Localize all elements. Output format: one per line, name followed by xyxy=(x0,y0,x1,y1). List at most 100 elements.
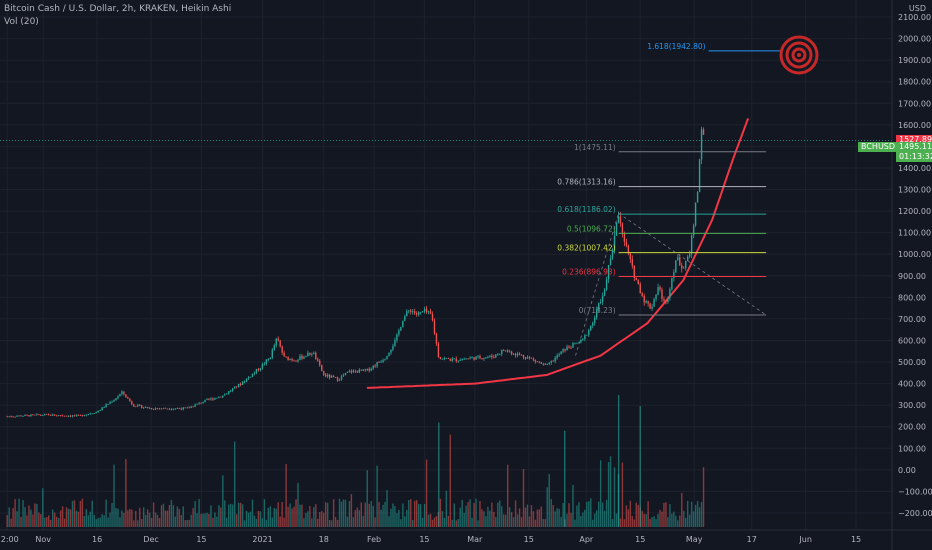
price-tick-label: 1600.00 xyxy=(898,121,931,130)
volume-bar xyxy=(586,501,588,527)
volume-bar xyxy=(366,470,368,527)
candle-body xyxy=(208,399,210,400)
volume-bar xyxy=(332,499,335,527)
candle-body xyxy=(408,310,410,312)
volume-bar xyxy=(344,499,347,527)
candle-body xyxy=(376,362,378,367)
volume-bar xyxy=(222,475,224,527)
volume-bar xyxy=(427,514,430,527)
candle-body xyxy=(287,356,289,361)
candle-body xyxy=(508,351,511,353)
volume-bar xyxy=(491,502,493,527)
volume-bar xyxy=(655,519,657,527)
time-axis[interactable]: 12:00 Nov 16 Dec 15 2021 18 Feb 15 Mar 15 Apr 15 May 1… xyxy=(0,529,932,544)
volume-bar xyxy=(590,498,592,527)
candle-body xyxy=(483,358,485,360)
candle-body xyxy=(293,360,295,362)
symbol-title[interactable]: Bitcoin Cash / U.S. Dollar, 2h, KRAKEN, … xyxy=(4,4,232,14)
volume-bar xyxy=(526,504,529,527)
volume-bar xyxy=(326,502,329,527)
volume-bar xyxy=(324,502,327,527)
time-tick-label: 18 xyxy=(319,535,329,544)
candle-body xyxy=(485,357,487,359)
candle-body xyxy=(439,357,442,360)
candle-body xyxy=(445,358,448,359)
volume-bar xyxy=(516,514,519,527)
volume-bar xyxy=(348,501,351,527)
volume-bar xyxy=(607,462,610,527)
candle-body xyxy=(48,414,50,416)
volume-bar xyxy=(688,514,691,527)
volume-bar xyxy=(479,501,481,527)
candle-body xyxy=(73,415,76,417)
candle-body xyxy=(601,295,604,302)
candle-body xyxy=(176,408,179,410)
candle-body xyxy=(512,354,515,355)
volume-bar xyxy=(562,502,564,527)
candle-body xyxy=(518,353,521,355)
candle-body xyxy=(690,235,693,254)
price-tick-label: −200.00 xyxy=(898,509,932,518)
volume-bar xyxy=(8,507,10,527)
candle-body xyxy=(348,370,351,372)
candle-body xyxy=(578,342,580,344)
fib-retracement[interactable]: 1.618(1942.80) 1(1475.11) 0.786(1313.16) 0.… xyxy=(557,42,781,356)
volume-bar xyxy=(380,509,382,527)
volume-bar xyxy=(615,513,618,527)
price-tick-label: 1700.00 xyxy=(898,99,931,108)
volume-bar xyxy=(127,510,129,527)
volume-bar xyxy=(694,504,697,527)
price-axis[interactable]: 2100.00 2000.00 1900.00 1800.00 1700.00 1600.… xyxy=(891,0,932,550)
volume-bar xyxy=(85,509,88,527)
candle-body xyxy=(384,359,386,361)
candle-body xyxy=(81,415,84,417)
candle-body xyxy=(253,372,256,374)
countdown-tag[interactable]: 01:13:32 xyxy=(896,152,932,163)
volume-bar xyxy=(34,503,36,527)
symbol-tag[interactable]: BCHUSD xyxy=(858,142,899,153)
candle-body xyxy=(295,360,297,362)
volume-indicator-label[interactable]: Vol (20) xyxy=(4,17,39,27)
candle-body xyxy=(311,354,313,355)
candle-body xyxy=(414,311,416,314)
volume-bar xyxy=(665,502,667,527)
candle-body xyxy=(22,416,24,417)
candle-body xyxy=(281,346,283,353)
fib-level-label: 1.618(1942.80) xyxy=(647,42,705,51)
fib-trend-line xyxy=(575,213,620,356)
candle-body xyxy=(473,357,475,360)
volume-bar xyxy=(319,511,321,527)
fib-level-label: 0.5(1096.72) xyxy=(567,224,616,233)
last-price-tag[interactable]: 1495.11 xyxy=(896,142,932,153)
candle-body xyxy=(441,358,444,360)
volume-bar xyxy=(404,516,406,527)
volume-bar xyxy=(459,507,461,527)
volume-bar xyxy=(390,508,392,527)
volume-bar xyxy=(392,503,394,527)
volume-bar xyxy=(287,506,289,527)
volume-bar xyxy=(358,510,361,527)
axis-currency[interactable]: USD xyxy=(908,4,926,13)
candle-body xyxy=(503,350,505,351)
candle-body xyxy=(463,358,465,360)
candle-body xyxy=(550,360,552,363)
volume-bar xyxy=(463,512,465,527)
alert-price-tag[interactable]: 1527.89 xyxy=(896,135,932,146)
candle-body xyxy=(326,374,329,377)
volume-bar xyxy=(368,503,370,527)
volume-bar xyxy=(281,502,283,527)
candle-body xyxy=(594,317,596,323)
candle-body xyxy=(415,313,418,315)
time-tick-label: 15 xyxy=(524,535,534,544)
candle-body xyxy=(487,356,489,358)
candle-body xyxy=(307,352,309,357)
candle-body xyxy=(623,233,626,242)
candle-body xyxy=(162,407,165,409)
volume-bar xyxy=(133,520,135,527)
candle-body xyxy=(305,356,307,358)
candle-body xyxy=(423,308,426,312)
volume-bar xyxy=(293,506,295,527)
volume-bar xyxy=(111,503,113,527)
candle-body xyxy=(97,410,99,412)
